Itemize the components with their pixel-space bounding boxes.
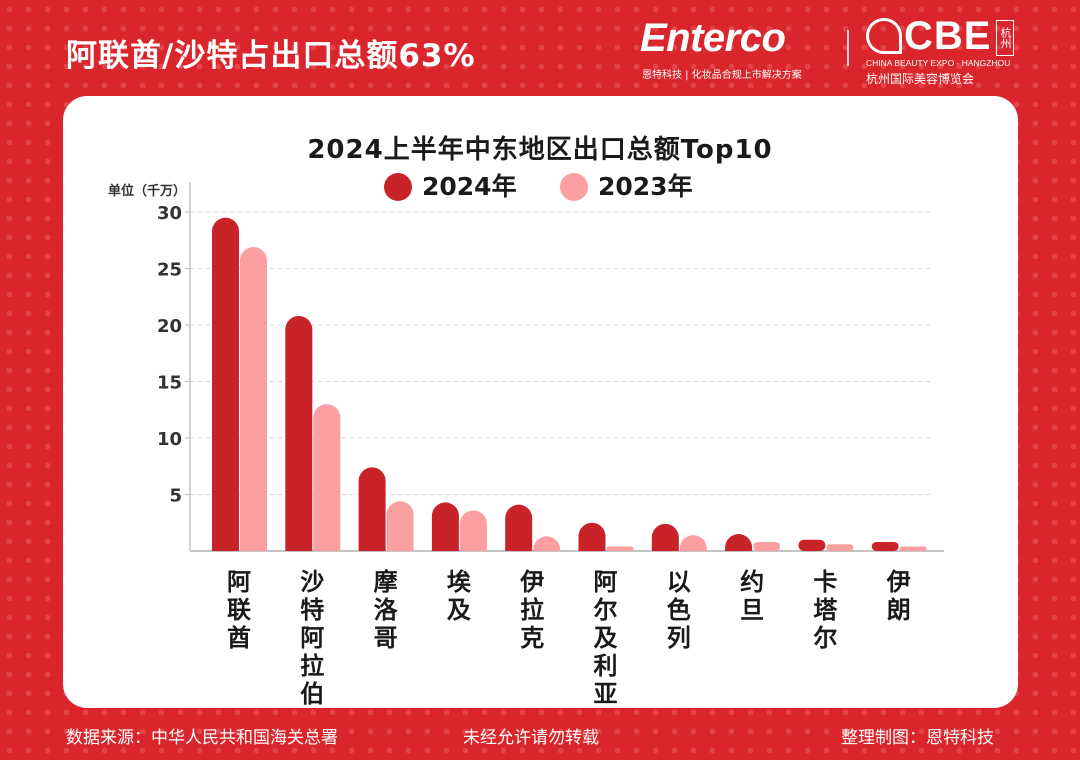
bar-2024年-伊朗: [871, 541, 899, 551]
bar-2023年-阿联酋: [240, 247, 267, 551]
bar-2023年-伊朗: [899, 546, 927, 551]
footer-credit: 整理制图：恩特科技: [841, 728, 994, 748]
cbe-emblem-icon: [866, 18, 902, 54]
bar-2023年-沙特阿拉伯: [313, 404, 341, 551]
bar-2024年-埃及: [431, 502, 459, 551]
bar-2023年-阿尔及利亚: [606, 546, 634, 551]
legend-label-2024: 2024年: [422, 172, 517, 201]
x-category-label: 伊拉克: [519, 568, 544, 652]
cbe-wordmark: CBE: [904, 14, 992, 58]
page-headline: 阿联酋/沙特占出口总额63%: [66, 38, 476, 74]
bar-2024年-以色列: [651, 523, 679, 551]
x-category-label: 沙特阿拉伯: [300, 568, 324, 708]
y-tick-label: 20: [157, 316, 182, 337]
x-category-label: 摩洛哥: [374, 568, 399, 652]
x-category-label: 埃及: [447, 568, 472, 624]
bar-2024年-摩洛哥: [358, 467, 386, 551]
bar-2024年-沙特阿拉伯: [285, 315, 313, 551]
bar-2023年-以色列: [679, 535, 707, 551]
legend-label-2023: 2023年: [598, 172, 693, 201]
y-tick-label: 10: [157, 429, 182, 450]
y-axis-unit-label: 单位（千万）: [108, 184, 187, 199]
y-tick-label: 25: [157, 260, 182, 281]
enterco-wordmark: Enterco: [640, 16, 786, 60]
cbe-chinese-name: 杭州国际美容博览会: [866, 72, 975, 86]
chart-title: 2024上半年中东地区出口总额Top10: [307, 135, 773, 165]
legend-swatch-2024: [384, 173, 412, 201]
cbe-english-name: CHINA BEAUTY EXPO · HANGZHOU: [866, 58, 1011, 68]
bar-2023年-埃及: [459, 510, 487, 551]
logo-divider: [847, 30, 849, 66]
enterco-logo: Enterco 恩特科技 | 化妆品合规上市解决方案: [640, 16, 840, 86]
bar-2024年-约旦: [725, 534, 753, 551]
bar-2023年-伊拉克: [533, 536, 561, 551]
x-category-label: 阿联酋: [227, 568, 251, 652]
legend-swatch-2023: [560, 173, 588, 201]
x-category-label: 伊朗: [886, 568, 911, 624]
footer-source: 数据来源：中华人民共和国海关总署: [66, 728, 338, 748]
footer-notice: 未经允许请勿转载: [463, 728, 599, 748]
y-tick-label: 5: [169, 486, 182, 507]
x-category-label: 以色列: [667, 568, 691, 652]
bar-2024年-阿联酋: [212, 217, 239, 552]
bar-2023年-卡塔尔: [826, 544, 854, 551]
bar-2024年-阿尔及利亚: [578, 522, 606, 551]
cbe-logo: CBE 杭州 CHINA BEAUTY EXPO · HANGZHOU 杭州国际…: [864, 14, 1024, 86]
bar-2023年-约旦: [753, 541, 781, 551]
bar-2023年-摩洛哥: [386, 501, 414, 551]
y-tick-label: 30: [157, 203, 182, 224]
bar-2024年-卡塔尔: [798, 539, 826, 551]
enterco-tagline: 恩特科技 | 化妆品合规上市解决方案: [642, 70, 802, 81]
y-tick-label: 15: [157, 373, 182, 394]
x-category-label: 阿尔及利亚: [594, 568, 618, 708]
bar-2024年-伊拉克: [505, 504, 533, 551]
cbe-city-tag: 杭州: [996, 20, 1014, 56]
x-category-label: 卡塔尔: [813, 568, 838, 652]
x-category-label: 约旦: [740, 568, 764, 624]
